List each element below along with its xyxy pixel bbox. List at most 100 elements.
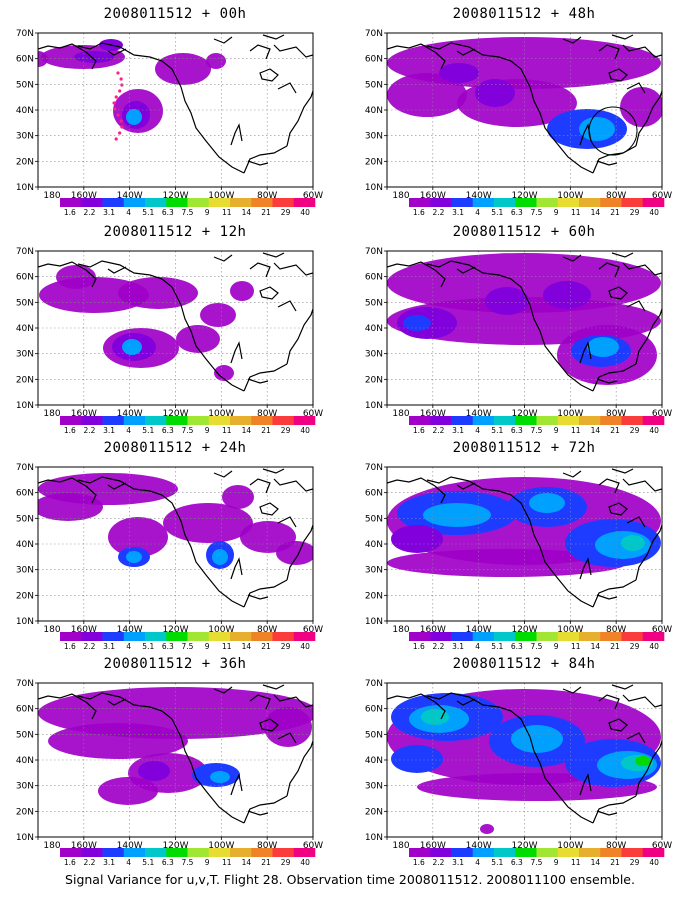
coastline: [456, 482, 476, 490]
flight-track-point: [120, 83, 124, 87]
colorbar-swatch: [430, 416, 452, 425]
colorbar-label: 4: [475, 426, 480, 435]
lon-tick-label: 180: [43, 409, 60, 419]
coastline: [608, 68, 628, 82]
colorbar-label: 29: [281, 426, 291, 435]
coastline: [529, 736, 594, 824]
colorbar-swatch: [251, 632, 273, 641]
lat-tick-label: 60N: [16, 55, 34, 65]
coastline: [273, 262, 313, 276]
colorbar-label: 14: [591, 426, 601, 435]
colorbar-label: 9: [205, 208, 210, 217]
lon-tick-label: 80W: [257, 409, 277, 419]
lat-tick-label: 50N: [365, 298, 383, 308]
colorbar-swatch: [102, 848, 125, 857]
coastline: [608, 286, 628, 300]
colorbar-label: 21: [610, 426, 620, 435]
variance-contour: [511, 725, 563, 753]
coastline: [38, 43, 87, 53]
map-12h: 70N 60N 50N 40N 30N 20N 10N 180 160W 140W 120W 100W…: [16, 247, 323, 435]
flight-track-point: [119, 77, 123, 81]
coastline: [529, 520, 594, 608]
coastline: [596, 378, 618, 384]
coastline: [579, 123, 592, 146]
colorbar-label: 5.1: [142, 426, 154, 435]
variance-field: [387, 251, 662, 405]
colorbar-label: 7.5: [182, 208, 194, 217]
coastline: [213, 470, 233, 478]
lat-tick-label: 30N: [365, 782, 383, 792]
colorbar-swatch: [409, 848, 431, 857]
colorbar-swatch: [208, 198, 231, 207]
colorbar-label: 11: [222, 208, 232, 217]
lon-tick-label: 140W: [117, 191, 143, 201]
colorbar-swatch: [272, 198, 295, 207]
colorbar-label: 11: [571, 208, 581, 217]
coastline: [426, 692, 531, 738]
colorbar-label: 1.6: [64, 208, 76, 217]
colorbar-label: 5.1: [142, 208, 154, 217]
variance-field: [38, 33, 313, 187]
colorbar-swatch: [187, 416, 210, 425]
colorbar-swatch: [621, 198, 644, 207]
colorbar-label: 14: [242, 426, 252, 435]
colorbar-label: 7.5: [531, 208, 543, 217]
lat-tick-label: 20N: [16, 807, 34, 817]
coastline: [592, 579, 637, 608]
colorbar-label: 2.2: [83, 208, 95, 217]
panel-00h: 2008011512 + 00h 70N 60N 50N 40N 30N 20N 10N 18…: [5, 6, 345, 224]
lat-tick-label: 50N: [16, 80, 34, 90]
lat-tick-label: 10N: [16, 617, 34, 627]
lat-tick-label: 10N: [365, 183, 383, 193]
colorbar-label: 14: [591, 858, 601, 867]
coastline: [243, 363, 288, 392]
lat-tick-label: 50N: [16, 514, 34, 524]
panel-60h: 2008011512 + 60h 70N 60N 50N 40N 30N 20N 10N 18…: [354, 224, 694, 442]
colorbar-label: 1.6: [64, 858, 76, 867]
variance-contour: [126, 109, 142, 125]
coastline: [622, 262, 662, 276]
colorbar-swatch: [472, 632, 495, 641]
colorbar-swatch: [145, 848, 167, 857]
coastline: [598, 478, 620, 494]
coastline: [596, 594, 618, 600]
lon-tick-label: 120W: [162, 409, 188, 419]
lat-tick-label: 30N: [365, 132, 383, 142]
colorbar-swatch: [272, 848, 295, 857]
colorbar-label: 40: [300, 858, 310, 867]
lat-tick-label: 70N: [16, 29, 34, 39]
coastline: [107, 266, 127, 274]
lon-tick-label: 60W: [303, 191, 323, 201]
coastline: [635, 740, 662, 797]
variance-contour: [403, 315, 431, 331]
colorbar-swatch: [293, 632, 316, 641]
flight-track-point: [119, 119, 123, 123]
lat-tick-label: 30N: [16, 566, 34, 576]
lat-tick-label: 40N: [16, 324, 34, 334]
coastline: [249, 44, 271, 60]
colorbar-label: 4: [475, 858, 480, 867]
lon-tick-label: 120W: [162, 191, 188, 201]
variance-contour: [621, 535, 645, 551]
coastline: [387, 693, 436, 703]
lon-tick-label: 140W: [117, 409, 143, 419]
colorbar-swatch: [579, 416, 601, 425]
colorbar-label: 5.1: [491, 208, 503, 217]
map-24h: 70N 60N 50N 40N 30N 20N 10N 180 160W 140W 120W 100W…: [16, 463, 323, 651]
coastline: [277, 516, 297, 528]
colorbar-label: 1.6: [413, 208, 425, 217]
coastline: [529, 304, 594, 392]
colorbar-swatch: [251, 416, 273, 425]
colorbar-swatch: [409, 416, 431, 425]
lat-tick-label: 30N: [16, 132, 34, 142]
colorbar-label: 21: [261, 642, 271, 651]
lon-tick-label: 160W: [420, 625, 446, 635]
colorbar-label: 9: [554, 858, 559, 867]
colorbar-label: 9: [554, 642, 559, 651]
lat-tick-label: 70N: [16, 679, 34, 689]
coastline: [247, 594, 269, 600]
flight-track-point: [118, 89, 122, 93]
coastline: [286, 308, 313, 365]
coastline: [38, 261, 87, 271]
colorbar-swatch: [494, 198, 516, 207]
